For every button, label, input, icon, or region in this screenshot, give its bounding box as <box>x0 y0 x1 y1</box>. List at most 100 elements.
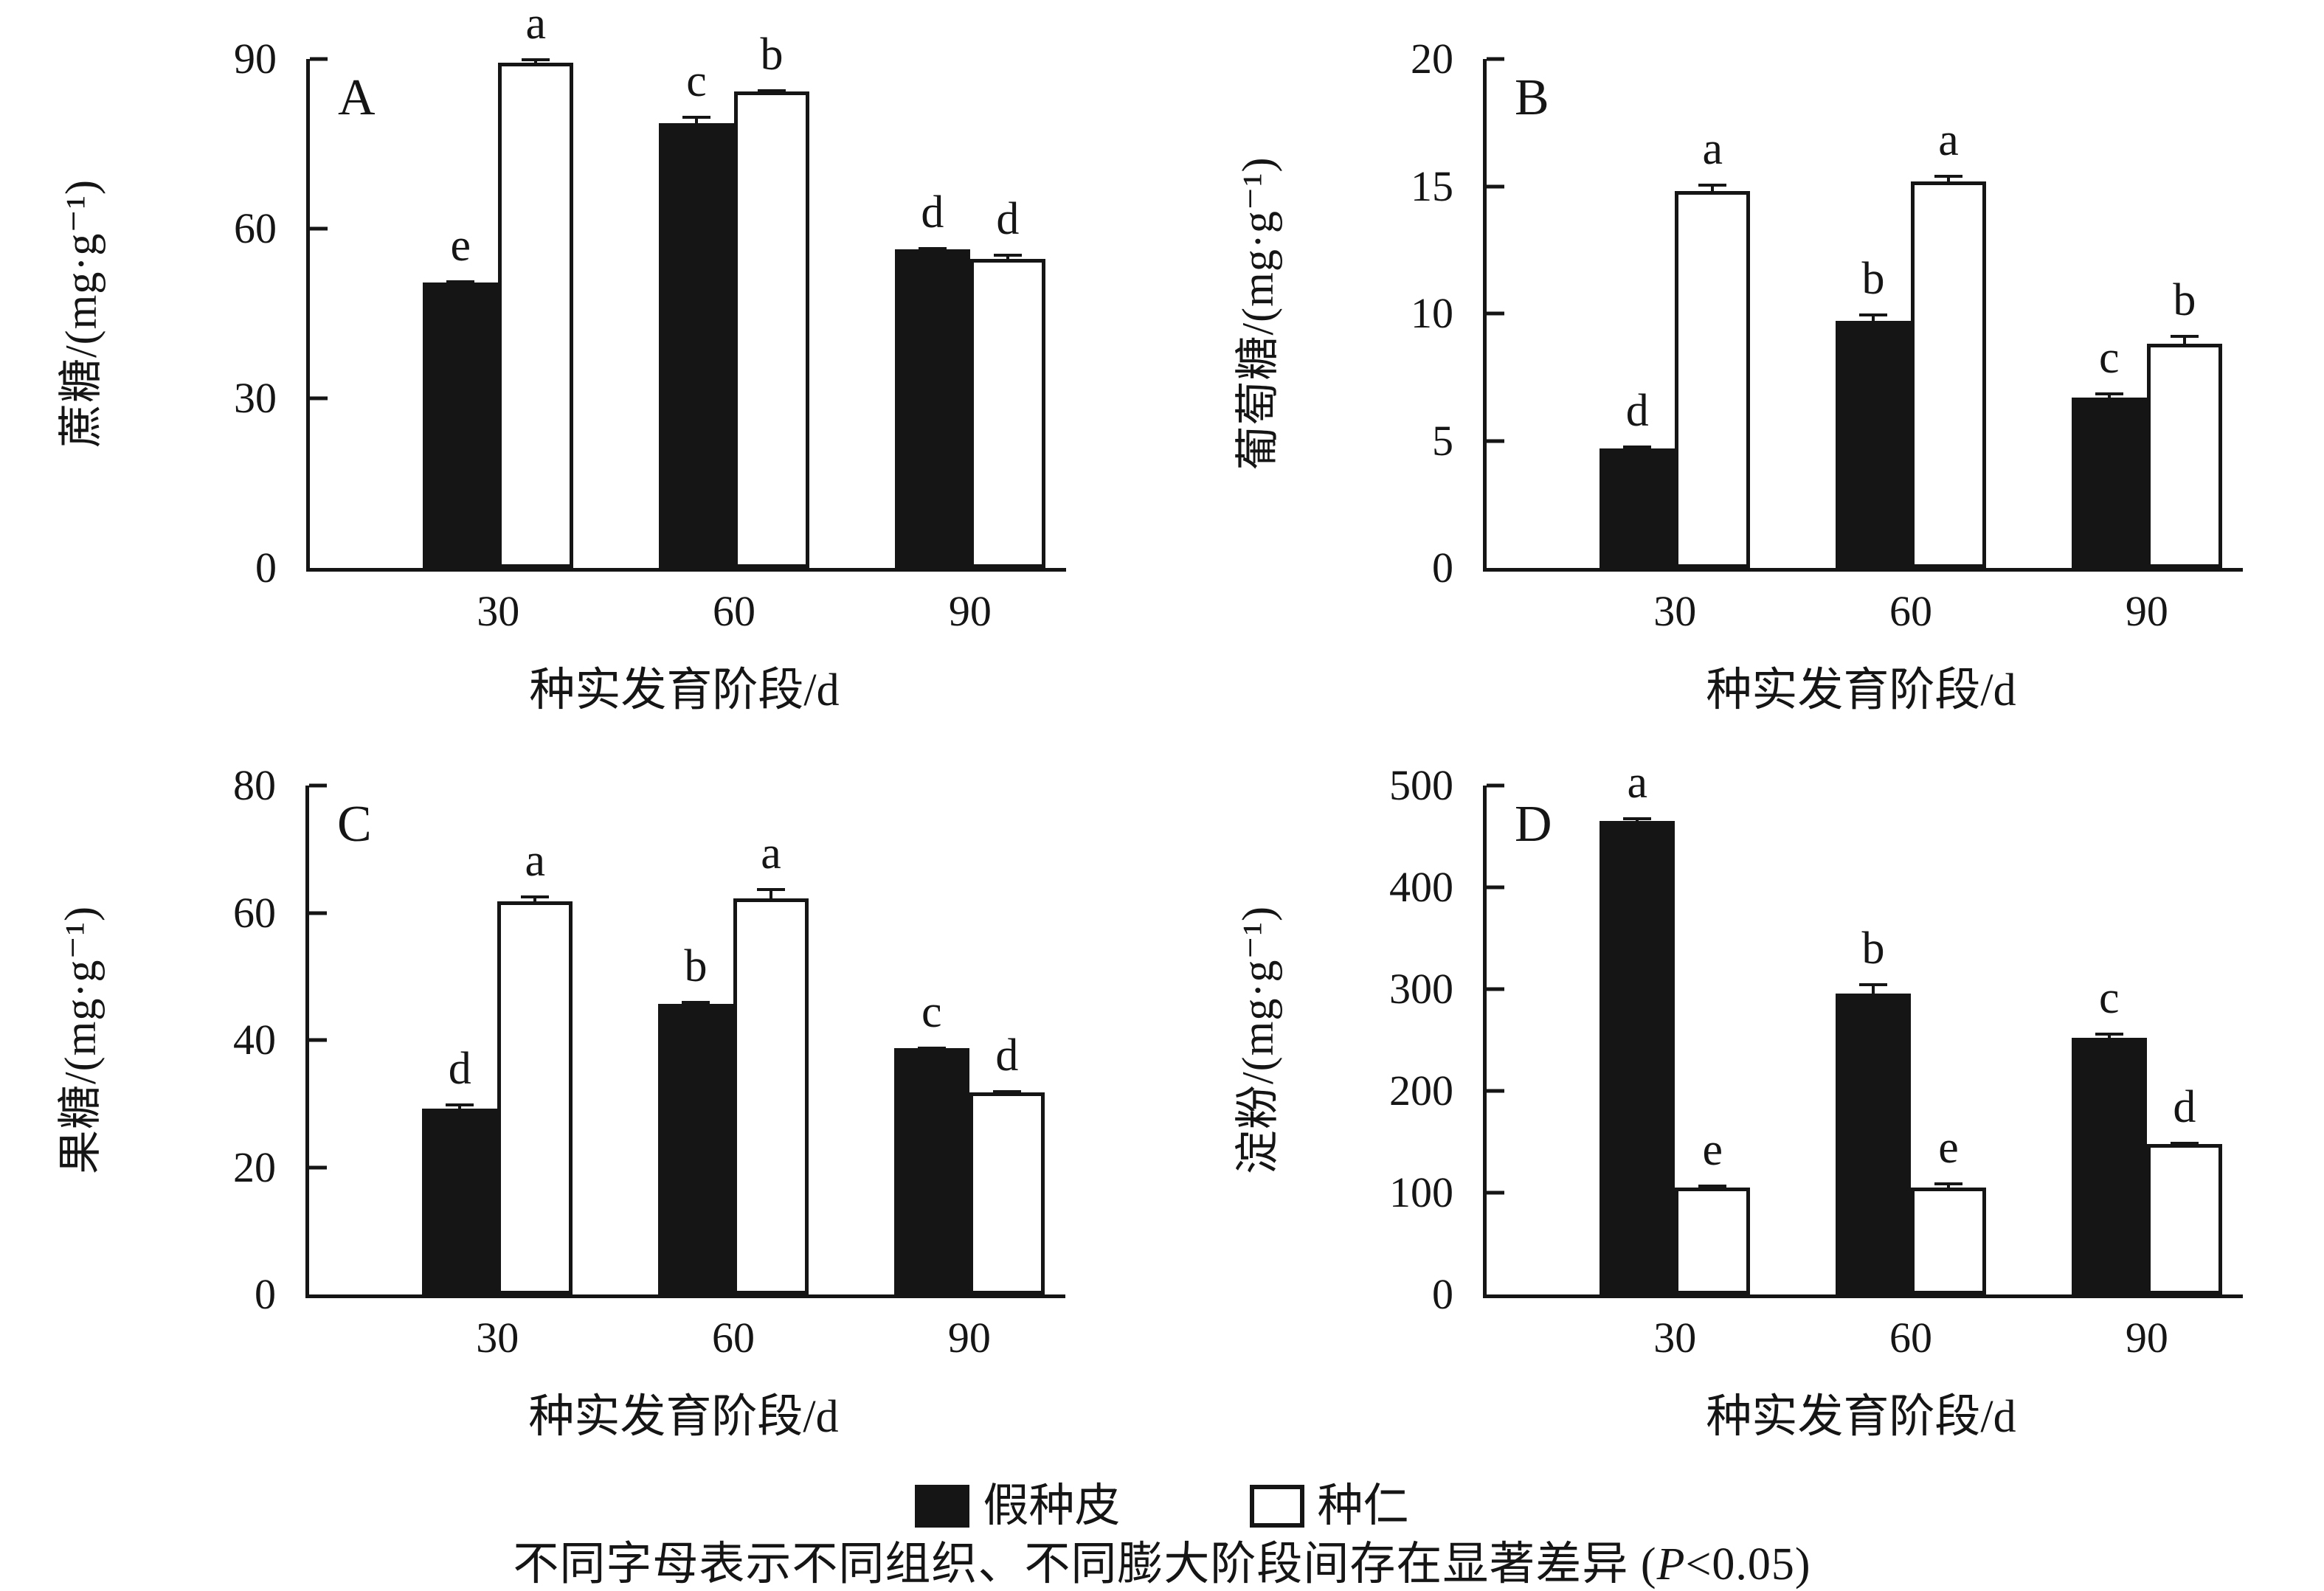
bar <box>2146 1143 2222 1294</box>
y-tick-label: 60 <box>233 888 276 937</box>
panel-B: 葡萄糖/(mg·g⁻¹) B 0 5 10 15 20 30 d a 60 b a 90 c b 种实发育… <box>1162 0 2324 864</box>
error-bar-line <box>1711 184 1715 192</box>
bar <box>1600 821 1675 1294</box>
sig-letter: a <box>525 836 545 887</box>
bar <box>422 1109 498 1294</box>
sig-letter: e <box>1702 1124 1723 1175</box>
x-tick-label: 60 <box>1889 587 1933 635</box>
plot-area: B 0 5 10 15 20 30 d a 60 b a 90 c b <box>1411 38 2243 633</box>
sig-letter: d <box>995 1030 1019 1081</box>
y-tick-label: 40 <box>233 1016 276 1064</box>
bar <box>1836 993 1912 1294</box>
y-tick-label: 30 <box>234 374 277 422</box>
error-bar-cap <box>1934 174 1963 178</box>
bar <box>498 62 574 568</box>
x-tick-label: 90 <box>2125 587 2168 635</box>
sig-letter: a <box>525 0 546 49</box>
bar <box>659 122 735 568</box>
y-axis-label: 葡萄糖/(mg·g⁻¹) <box>1234 156 1282 471</box>
error-bar-cap <box>521 895 550 899</box>
sig-letter: b <box>1861 254 1885 304</box>
y-tick-mark <box>1487 1089 1504 1093</box>
y-tick-mark <box>1487 311 1504 316</box>
sig-letter: a <box>1938 114 1959 165</box>
bar <box>423 282 499 568</box>
y-tick-label: 10 <box>1411 289 1453 337</box>
error-bar-cap <box>1698 1184 1727 1188</box>
y-tick-label: 500 <box>1389 761 1453 809</box>
sig-letter: e <box>1938 1123 1959 1174</box>
sig-letter: d <box>1625 385 1649 436</box>
bar <box>2146 344 2222 568</box>
panel-A: 蔗糖/(mg·g⁻¹) A 0 30 60 90 30 e a 60 c b 90 d d 种实发育阶段… <box>0 0 1162 864</box>
bar <box>893 1048 969 1294</box>
open-swatch-icon <box>1249 1485 1304 1528</box>
y-tick-mark <box>1487 783 1504 788</box>
bar <box>733 898 809 1294</box>
error-bar-cap <box>1934 1182 1963 1186</box>
sig-letter: c <box>921 986 942 1037</box>
y-tick-label: 0 <box>255 1270 276 1318</box>
bar <box>1911 181 1987 568</box>
error-bar-line <box>770 887 773 898</box>
panel-letter: B <box>1515 69 1549 126</box>
error-bar-cap <box>1859 313 1888 316</box>
legend-item-kernel: 种仁 <box>1249 1483 1409 1529</box>
sig-letter: e <box>450 220 471 271</box>
bar <box>969 259 1045 568</box>
sig-letter: b <box>1861 923 1885 974</box>
error-bar-line <box>1947 174 1951 181</box>
y-tick-label: 0 <box>255 544 277 592</box>
y-tick-label: 80 <box>233 761 276 809</box>
x-tick-label: 90 <box>948 587 992 635</box>
sig-letter: a <box>761 828 781 878</box>
error-bar-cap <box>682 1001 710 1005</box>
bar <box>2071 397 2147 568</box>
caption-text: 不同字母表示不同组织、不同膨大阶段间存在显著差异 ( <box>513 1539 1657 1590</box>
error-bar-cap <box>758 89 786 93</box>
error-bar-cap <box>918 247 947 251</box>
y-tick-mark <box>309 911 327 915</box>
sig-letter: d <box>996 193 1020 244</box>
y-axis-label: 果糖/(mg·g⁻¹) <box>56 906 105 1174</box>
x-axis-title: 种实发育阶段/d <box>1706 1392 2016 1442</box>
panel-C: 果糖/(mg·g⁻¹) C 0 20 40 60 80 30 d a 60 b a 90 c d 种实发育… <box>0 727 1162 1591</box>
bar <box>658 1003 734 1294</box>
panel-letter: D <box>1515 796 1552 853</box>
bar <box>1836 321 1912 568</box>
panel-D: 淀粉/(mg·g⁻¹) D 0 100 200 300 400 500 30 a e 60 b e 90… <box>1162 727 2324 1591</box>
x-tick-label: 60 <box>1889 1314 1933 1362</box>
error-bar-cap <box>1859 982 1888 986</box>
y-tick-label: 60 <box>234 204 277 252</box>
sig-letter: d <box>448 1044 471 1095</box>
error-bar-cap <box>446 1103 474 1107</box>
panel-letter: C <box>337 796 372 853</box>
y-tick-label: 100 <box>1389 1168 1453 1216</box>
y-tick-mark <box>309 1038 327 1042</box>
x-tick-label: 90 <box>947 1314 991 1362</box>
y-tick-mark <box>1487 1190 1504 1195</box>
y-tick-mark <box>309 783 327 788</box>
x-tick-label: 60 <box>713 587 756 635</box>
legend-label: 假种皮 <box>983 1481 1121 1531</box>
bar <box>1675 1188 1751 1294</box>
x-axis-title: 种实发育阶段/d <box>1706 665 2016 715</box>
error-bar-cap <box>446 280 475 283</box>
sig-letter: a <box>1702 124 1723 175</box>
sig-letter: c <box>2099 332 2120 383</box>
error-bar-cap <box>2095 1033 2123 1036</box>
x-axis-title: 种实发育阶段/d <box>528 1392 839 1442</box>
error-bar-cap <box>1623 817 1652 820</box>
y-tick-label: 400 <box>1389 863 1453 911</box>
plot-area: C 0 20 40 60 80 30 d a 60 b a 90 c d <box>233 764 1065 1359</box>
y-tick-mark <box>310 226 328 231</box>
error-bar-cap <box>2095 392 2123 395</box>
error-bar-line <box>695 116 699 123</box>
bar <box>2071 1038 2147 1294</box>
sig-letter: d <box>921 187 944 238</box>
error-bar-cap <box>2170 335 2199 339</box>
x-tick-label: 30 <box>1653 587 1697 635</box>
y-tick-mark <box>1487 439 1504 443</box>
error-bar-cap <box>917 1046 946 1050</box>
y-tick-label: 0 <box>1432 544 1453 592</box>
